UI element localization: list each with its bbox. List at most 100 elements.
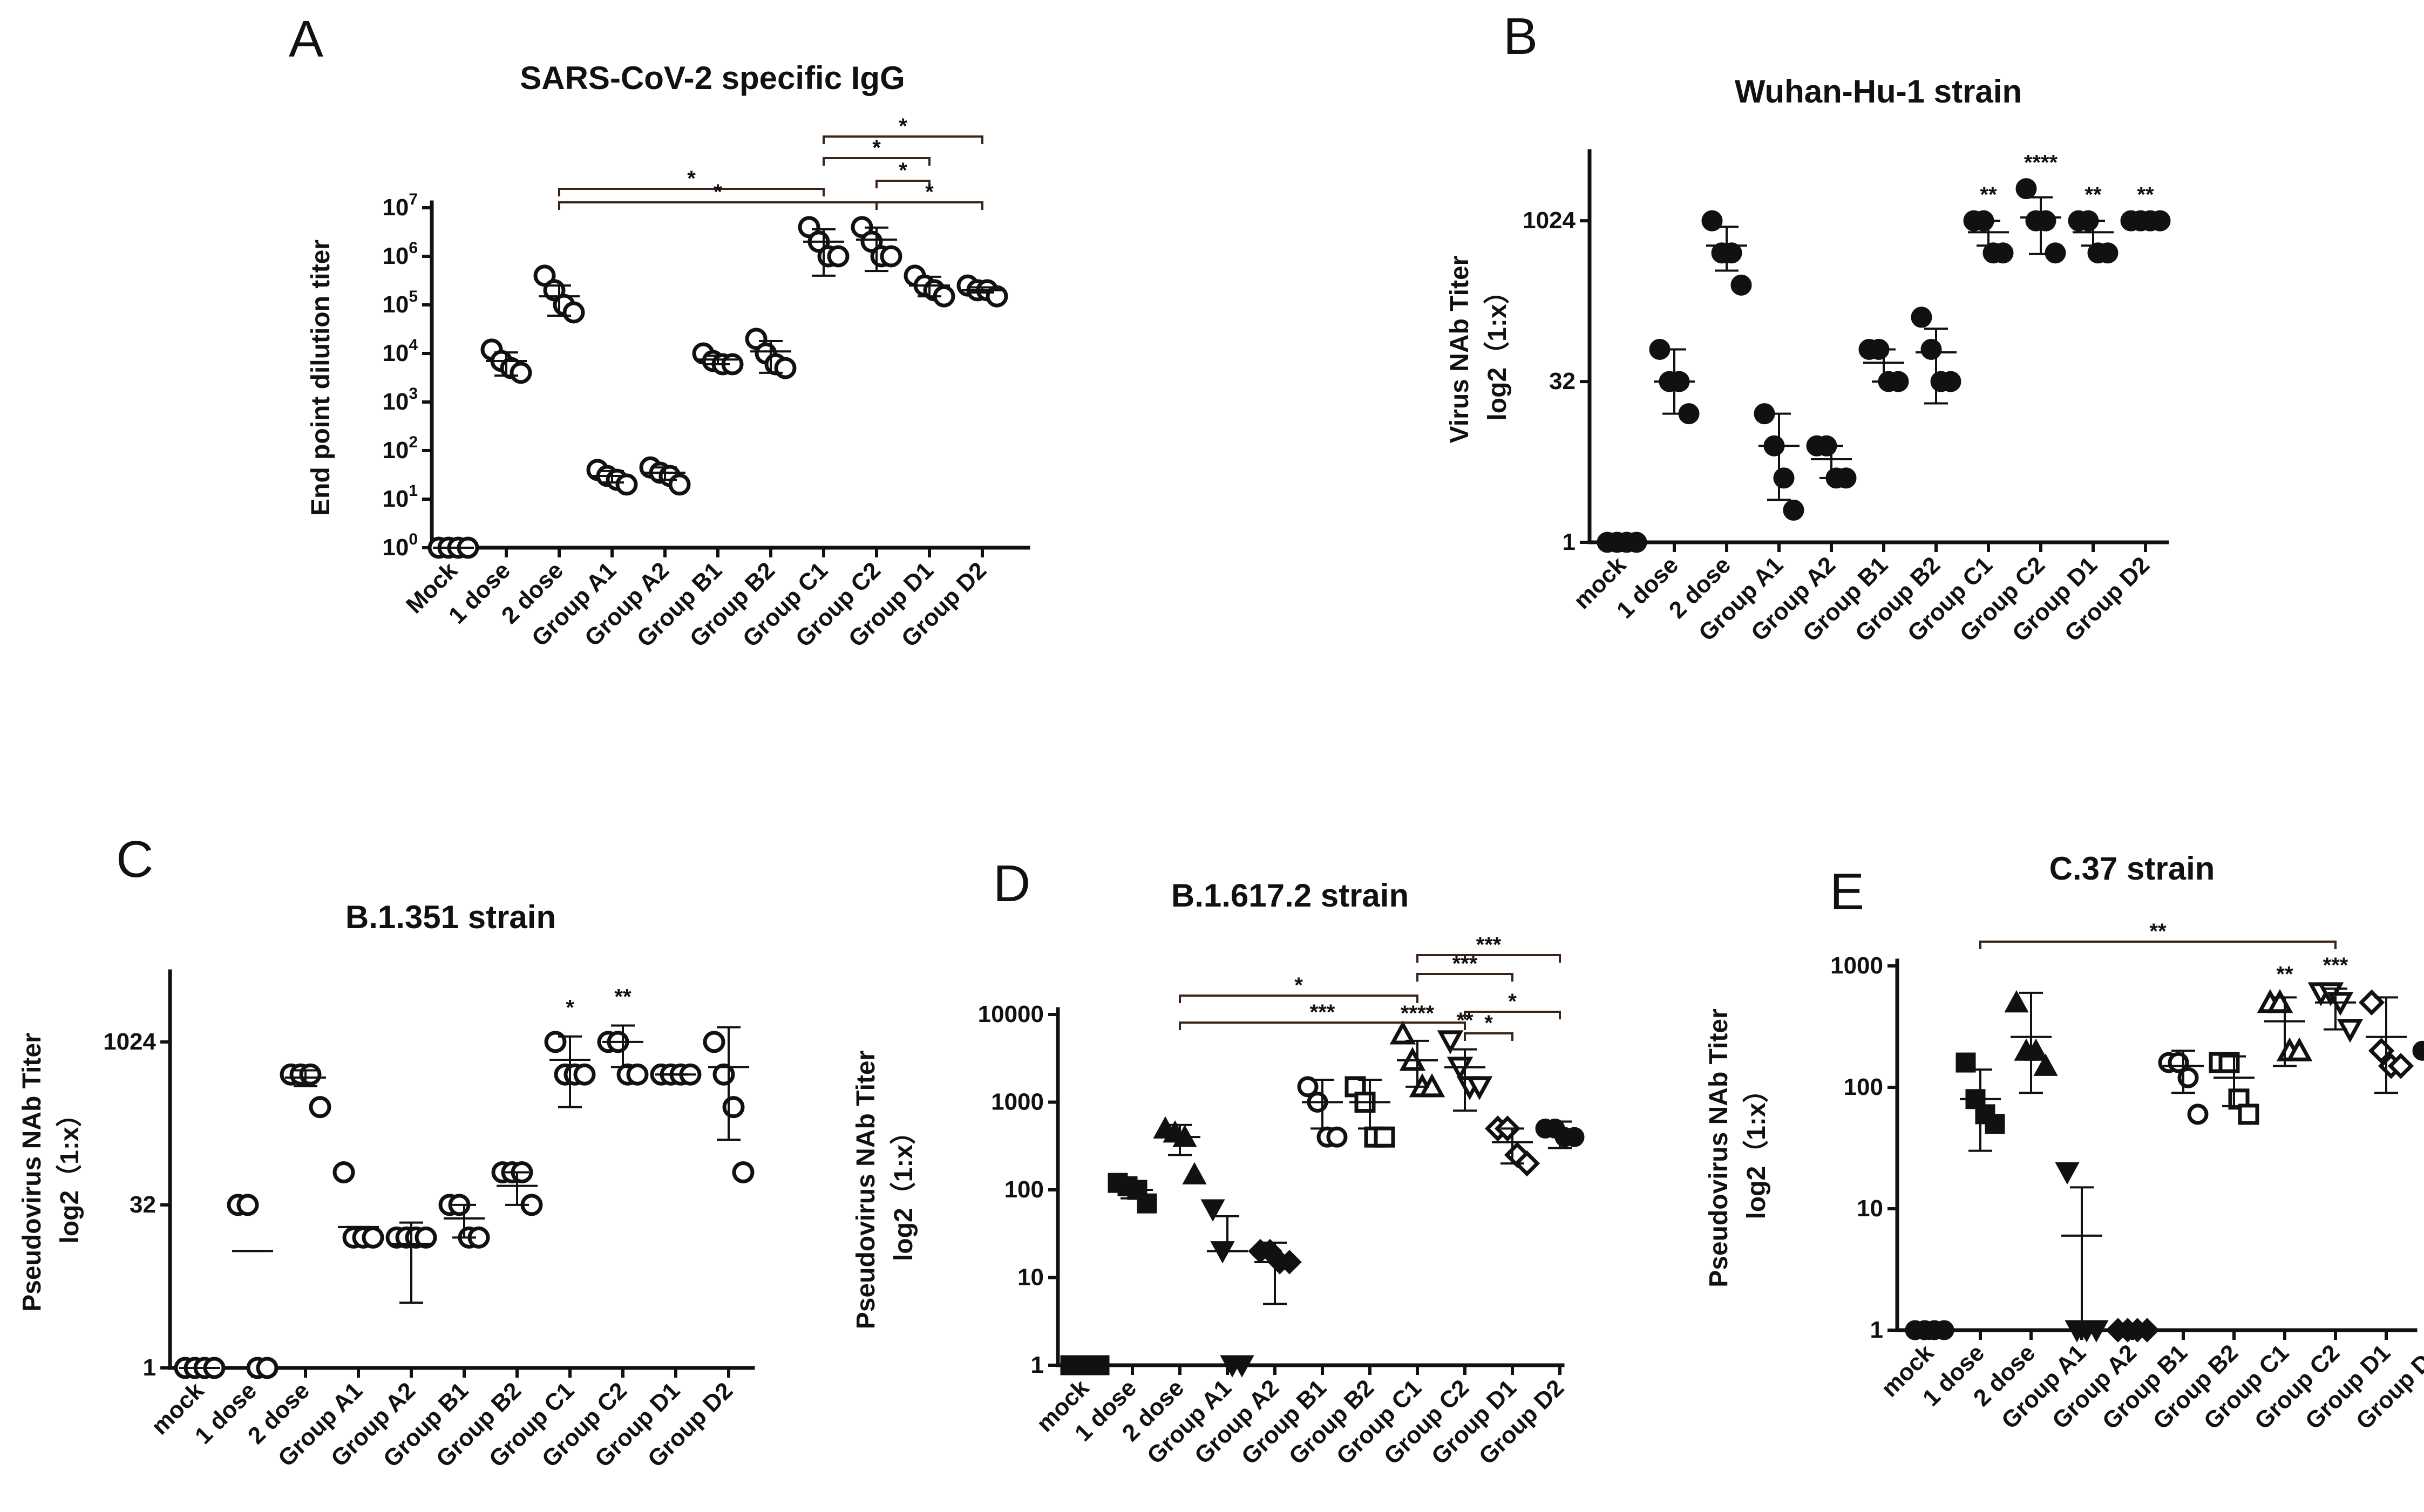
y-tick-label: 32 <box>1549 368 1576 394</box>
data-point <box>533 264 556 287</box>
data-point <box>309 1096 331 1119</box>
data-group <box>703 1026 755 1183</box>
data-group <box>745 328 797 379</box>
y-axis-label: Pseudovirus NAb Titer log2（1:x） <box>18 1033 84 1312</box>
panel-letter: A <box>289 10 323 68</box>
data-point <box>2045 242 2066 264</box>
data-group <box>639 456 691 496</box>
data-group <box>1597 532 1647 553</box>
data-group <box>1956 1052 2005 1152</box>
data-group <box>2307 982 2364 1043</box>
data-point <box>1466 1076 1493 1100</box>
bracket-label: ** <box>2149 920 2167 943</box>
data-group <box>427 536 479 559</box>
data-point <box>745 328 768 350</box>
chart-title: Wuhan-Hu-1 strain <box>1735 73 2022 110</box>
data-group <box>597 1024 649 1086</box>
y-axis-label-line2: log2（1:x） <box>1483 278 1512 420</box>
data-group <box>1437 1030 1493 1112</box>
data-point <box>332 1161 355 1183</box>
comparison-bracket: * <box>558 167 825 196</box>
y-axis-label-line1: Virus NAb Titer <box>1445 256 1474 444</box>
y-axis-label-line1: Pseudovirus NAb Titer <box>852 1051 880 1330</box>
data-point <box>2033 1053 2058 1076</box>
data-group <box>2358 989 2414 1094</box>
data-group <box>1248 1238 1302 1305</box>
data-point <box>236 1194 259 1216</box>
bracket-line <box>1464 1011 1561 1019</box>
data-group <box>692 342 744 376</box>
y-axis-label: End point dilution titer <box>307 240 335 516</box>
data-point <box>1200 1199 1225 1222</box>
data-point <box>1297 1076 1319 1098</box>
data-point <box>827 245 850 268</box>
bracket-label: * <box>714 180 722 204</box>
data-point <box>1374 1126 1395 1148</box>
y-tick-label: 104 <box>382 336 418 366</box>
data-point <box>1564 1127 1585 1147</box>
data-point <box>510 362 532 384</box>
bracket-label: * <box>687 167 696 190</box>
y-tick-label: 101 <box>382 482 418 512</box>
data-point <box>1389 1020 1416 1045</box>
data-group <box>2209 1052 2259 1125</box>
bracket-label: * <box>872 136 881 160</box>
data-point <box>2286 1037 2313 1061</box>
panel-letter: D <box>993 855 1030 912</box>
data-group <box>2004 990 2058 1094</box>
comparison-bracket: * <box>875 180 983 210</box>
data-group <box>385 1221 437 1304</box>
bracket-label: * <box>1294 973 1303 997</box>
bracket-label: *** <box>1476 933 1502 957</box>
comparison-bracket: * <box>823 114 983 144</box>
bracket-line <box>1416 973 1513 982</box>
data-group <box>2158 1050 2209 1125</box>
bracket-label: * <box>1484 1011 1493 1035</box>
data-point <box>732 1161 755 1183</box>
data-point <box>626 1063 649 1086</box>
data-point <box>2387 1053 2414 1079</box>
data-point <box>722 1096 745 1119</box>
panel-d: D B.1.617.2 strain Pseudovirus NAb Titer… <box>852 855 1585 1470</box>
data-group <box>280 1063 331 1119</box>
bracket-line <box>1179 1021 1466 1030</box>
data-point <box>1956 1052 1976 1073</box>
data-point <box>415 1226 437 1249</box>
bracket-label: *** <box>1452 952 1478 976</box>
data-group <box>332 1161 384 1249</box>
data-group <box>1389 1020 1445 1098</box>
data-point <box>1911 307 1932 328</box>
significance-stars: ** <box>1980 183 1997 207</box>
panel-c: C B.1.351 strain Pseudovirus NAb Titer l… <box>18 830 755 1473</box>
comparison-bracket: * <box>1464 1011 1513 1041</box>
data-point <box>562 301 585 324</box>
data-group <box>1858 339 1909 392</box>
panel-letter: B <box>1503 8 1538 65</box>
chart-title: B.1.617.2 strain <box>1171 877 1409 914</box>
data-point <box>573 1063 596 1086</box>
y-axis-label-line2: log2（1:x） <box>1742 1077 1771 1219</box>
significance-stars: ** <box>2276 962 2293 986</box>
data-group <box>2412 1040 2424 1061</box>
data-point <box>2238 1104 2259 1125</box>
data-group <box>227 1194 279 1379</box>
data-group <box>1649 339 1700 425</box>
comparison-bracket: *** <box>1416 933 1561 963</box>
data-group <box>650 1063 702 1086</box>
data-group <box>1754 403 1804 521</box>
y-tick-label: 10 <box>1857 1195 1883 1222</box>
comparison-bracket: * <box>558 180 878 210</box>
data-group <box>2120 210 2171 231</box>
data-group <box>533 264 585 324</box>
data-point <box>880 245 902 268</box>
panel-letter: C <box>116 830 153 888</box>
data-point <box>1992 242 2014 264</box>
y-tick-label: 1024 <box>1523 207 1576 234</box>
significance-stars: * <box>566 996 574 1020</box>
data-point <box>2035 210 2056 231</box>
data-group <box>1108 1173 1157 1214</box>
data-group <box>798 216 850 277</box>
